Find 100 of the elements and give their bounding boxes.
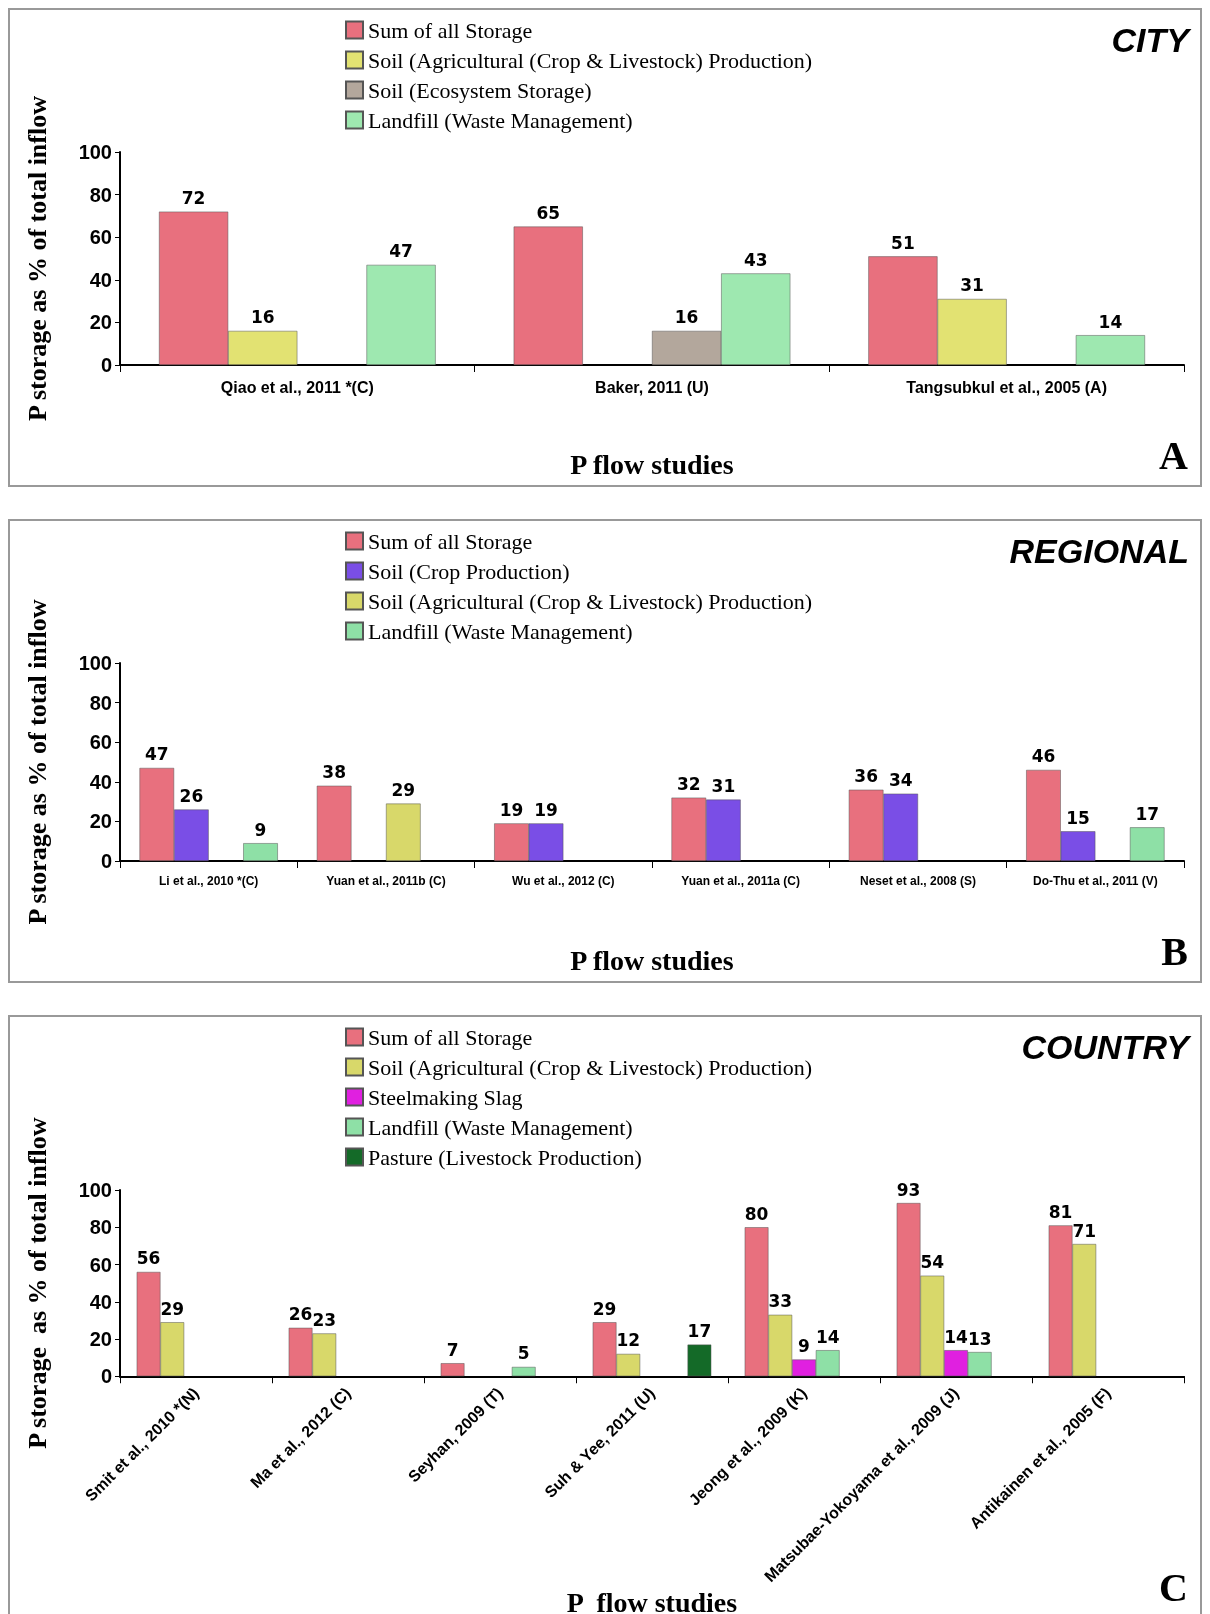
legend-label: Landfill (Waste Management) — [368, 1114, 633, 1140]
data-label: 15 — [1066, 807, 1090, 828]
data-label: 47 — [144, 744, 169, 765]
data-label: 33 — [768, 1291, 793, 1312]
y-tick-label: 40 — [89, 1290, 112, 1313]
data-label: 51 — [891, 232, 915, 253]
chart-title: REGIONAL — [1009, 532, 1190, 570]
x-axis-title: P flow studies — [570, 944, 734, 976]
y-axis-title: P storage as % of total inflow — [22, 95, 52, 421]
bar — [1129, 827, 1165, 861]
data-label: 14 — [815, 1326, 840, 1347]
data-label: 47 — [389, 241, 413, 262]
x-tick-label: Yuan et al., 2011a (C) — [681, 874, 801, 888]
data-label: 16 — [250, 307, 275, 328]
data-label: 32 — [676, 774, 701, 795]
data-label: 12 — [616, 1330, 641, 1351]
y-tick-label: 60 — [89, 226, 112, 249]
data-label: 31 — [960, 275, 984, 296]
y-axis-title: P storage as % of total inflow — [22, 599, 52, 925]
bar — [316, 785, 352, 861]
data-label: 93 — [896, 1179, 921, 1200]
chart-title: COUNTRY — [1021, 1028, 1193, 1066]
data-label: 31 — [711, 776, 736, 797]
bar — [513, 226, 583, 365]
legend-label: Pasture (Livestock Production) — [368, 1144, 642, 1170]
y-tick-label: 80 — [89, 691, 112, 714]
data-label: 14 — [1098, 311, 1123, 332]
legend-label: Soil (Crop Production) — [368, 558, 570, 584]
legend-label: Landfill (Waste Management) — [368, 107, 633, 133]
data-label: 5 — [517, 1343, 530, 1364]
bar — [366, 264, 436, 365]
data-label: 54 — [920, 1252, 945, 1273]
data-label: 9 — [254, 819, 267, 840]
y-tick-label: 0 — [100, 850, 112, 872]
legend-label: Sum of all Storage — [368, 17, 533, 43]
y-tick-label: 0 — [100, 354, 112, 376]
data-label: 14 — [944, 1326, 968, 1347]
y-tick-label: 60 — [89, 731, 112, 754]
data-label: 26 — [179, 786, 204, 807]
chart-title: CITY — [1111, 21, 1193, 59]
legend-label: Steelmaking Slag — [368, 1084, 523, 1110]
x-tick-label: Tangsubkul et al., 2005 (A) — [906, 378, 1107, 396]
legend-label: Sum of all Storage — [368, 528, 533, 554]
data-label: 72 — [181, 188, 206, 209]
legend-label: Soil (Agricultural (Crop & Livestock) Production) — [368, 47, 813, 73]
y-tick-label: 40 — [89, 770, 112, 793]
x-axis-title: P flow studies — [570, 448, 734, 480]
y-tick-label: 20 — [89, 810, 112, 833]
data-label: 19 — [534, 799, 558, 820]
data-label: 81 — [1048, 1201, 1073, 1222]
y-tick-label: 100 — [78, 141, 112, 163]
data-label: 17 — [1135, 803, 1160, 824]
x-tick-label: Neset et al., 2008 (S) — [859, 874, 977, 888]
y-tick-label: 40 — [89, 268, 112, 291]
text: B — [1161, 928, 1189, 974]
data-label: 9 — [798, 1336, 810, 1356]
data-label: 19 — [499, 799, 524, 820]
text: C — [1159, 1564, 1188, 1610]
text: A — [1159, 432, 1189, 478]
x-tick-label: Li et al., 2010 *(C) — [158, 874, 259, 888]
data-label: 80 — [744, 1203, 769, 1224]
legend-label: Soil (Ecosystem Storage) — [368, 77, 592, 103]
x-tick-label: Wu et al., 2012 (C) — [512, 874, 615, 888]
data-label: 46 — [1031, 746, 1056, 767]
x-tick-label: Do-Thu et al., 2011 (V) — [1032, 874, 1158, 888]
data-label: 17 — [687, 1321, 712, 1342]
x-tick-label: Baker, 2011 (U) — [595, 378, 709, 396]
y-tick-label: 100 — [78, 1179, 112, 1201]
y-tick-label: 0 — [100, 1365, 112, 1388]
legend-label: Soil (Agricultural (Crop & Livestock) Production) — [368, 588, 813, 614]
data-label: 71 — [1072, 1220, 1097, 1241]
x-tick-label: Yuan et al., 2011b (C) — [326, 874, 446, 888]
x-tick-label: Qiao et al., 2011 *(C) — [220, 378, 374, 396]
data-label: 38 — [322, 762, 346, 783]
data-label: 65 — [536, 203, 561, 224]
x-axis-title: P flow studies — [566, 1586, 738, 1614]
y-tick-label: 20 — [89, 1328, 112, 1351]
bar — [511, 1366, 536, 1377]
bar — [1075, 335, 1145, 365]
data-label: 7 — [446, 1339, 459, 1360]
bar — [243, 843, 278, 861]
data-label: 29 — [592, 1298, 617, 1319]
data-label: 23 — [312, 1309, 337, 1330]
data-label: 36 — [854, 766, 878, 787]
legend-label: Landfill (Waste Management) — [368, 618, 633, 644]
bar — [687, 1344, 712, 1377]
y-axis-title: P storage as % of total inflow — [22, 1117, 52, 1449]
legend-label: Soil (Agricultural (Crop & Livestock) Production) — [368, 1054, 813, 1080]
data-label: 29 — [160, 1298, 185, 1319]
data-label: 16 — [674, 307, 699, 328]
data-label: 56 — [136, 1248, 161, 1269]
data-label: 26 — [288, 1304, 313, 1325]
y-tick-label: 80 — [89, 1216, 112, 1239]
bar — [440, 1363, 465, 1377]
bar — [386, 803, 421, 861]
data-label: 43 — [743, 249, 768, 270]
y-tick-label: 80 — [89, 183, 112, 206]
y-tick-label: 60 — [89, 1253, 112, 1276]
legend-label: Sum of all Storage — [368, 1024, 533, 1050]
data-label: 13 — [967, 1328, 992, 1349]
